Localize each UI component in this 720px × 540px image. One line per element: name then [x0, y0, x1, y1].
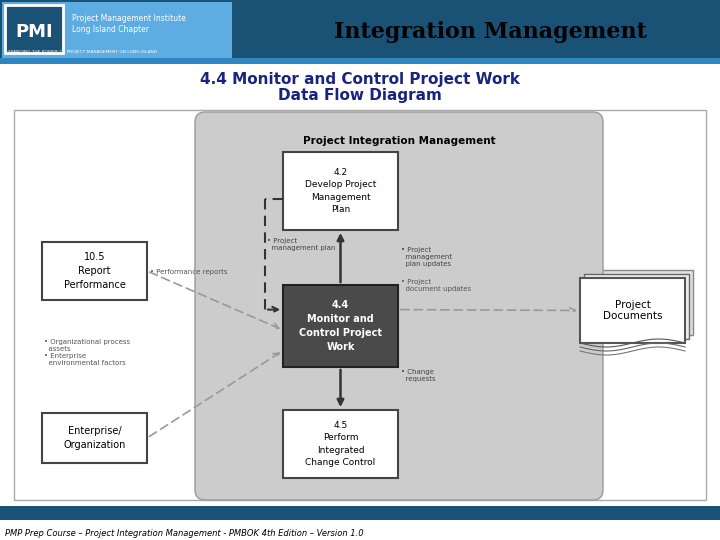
Text: PMI: PMI	[15, 23, 53, 41]
Text: • Project
  management
  plan updates: • Project management plan updates	[401, 247, 452, 267]
FancyBboxPatch shape	[283, 152, 398, 230]
FancyBboxPatch shape	[5, 5, 63, 53]
Text: EXPANDING THE POWER OF PROJECT MANAGEMENT ON LONG ISLAND: EXPANDING THE POWER OF PROJECT MANAGEMEN…	[5, 50, 157, 54]
Text: Project Integration Management: Project Integration Management	[302, 136, 495, 146]
Text: Long Island Chapter: Long Island Chapter	[72, 25, 149, 34]
Text: • Change
  requests: • Change requests	[401, 369, 436, 382]
FancyBboxPatch shape	[42, 413, 147, 463]
FancyBboxPatch shape	[283, 410, 398, 478]
FancyBboxPatch shape	[2, 2, 232, 58]
Text: Project Management Institute: Project Management Institute	[72, 14, 186, 23]
FancyBboxPatch shape	[0, 506, 720, 520]
Text: PMP Prep Course – Project Integration Management - PMBOK 4th Edition – Version 1: PMP Prep Course – Project Integration Ma…	[5, 529, 364, 538]
FancyBboxPatch shape	[283, 285, 398, 367]
FancyBboxPatch shape	[14, 110, 706, 500]
Text: 4.4
Monitor and
Control Project
Work: 4.4 Monitor and Control Project Work	[299, 300, 382, 352]
Text: Integration Management: Integration Management	[333, 21, 647, 43]
FancyBboxPatch shape	[42, 242, 147, 300]
Text: • Project
  document updates: • Project document updates	[401, 279, 471, 292]
FancyBboxPatch shape	[195, 112, 603, 500]
Text: Enterprise/
Organization: Enterprise/ Organization	[63, 426, 126, 450]
Text: 10.5
Report
Performance: 10.5 Report Performance	[63, 252, 125, 290]
FancyBboxPatch shape	[588, 270, 693, 335]
Text: 4.4 Monitor and Control Project Work: 4.4 Monitor and Control Project Work	[200, 72, 520, 87]
Text: 4.5
Perform
Integrated
Change Control: 4.5 Perform Integrated Change Control	[305, 421, 376, 467]
Text: Data Flow Diagram: Data Flow Diagram	[278, 88, 442, 103]
Text: • Project
  management plan: • Project management plan	[267, 238, 336, 251]
Text: • Organizational process
  assets
• Enterprise
  environmental factors: • Organizational process assets • Enterp…	[44, 339, 130, 366]
Text: Project
Documents: Project Documents	[603, 300, 662, 321]
FancyBboxPatch shape	[584, 274, 689, 339]
Text: • Performance reports: • Performance reports	[150, 269, 228, 275]
FancyBboxPatch shape	[0, 58, 720, 64]
FancyBboxPatch shape	[580, 278, 685, 343]
Text: 4.2
Develop Project
Management
Plan: 4.2 Develop Project Management Plan	[305, 168, 376, 214]
FancyBboxPatch shape	[0, 0, 720, 58]
